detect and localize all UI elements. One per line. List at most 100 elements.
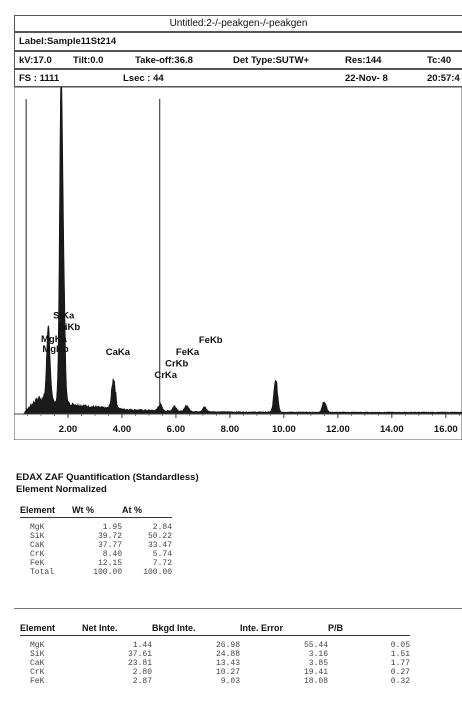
intensity-row: SiK 37.61 24.88 3.16 1.51 (20, 650, 410, 659)
peak-label: CrKb (165, 358, 188, 369)
intensity-cell: 0.32 (390, 676, 410, 686)
peak-label: MgKa (41, 334, 68, 345)
intensity-cell: 26.98 (215, 640, 240, 650)
section-divider (14, 608, 462, 609)
x-tick-label: 6.00 (167, 424, 186, 435)
intensity-row: MgK 1.44 26.98 55.44 0.05 (20, 641, 410, 650)
quant-row: CaK 37.77 33.47 (20, 541, 172, 550)
intensity-column-header: Element (20, 623, 82, 636)
quant-cell: SiK (30, 531, 45, 541)
sample-label: Label:Sample11St214 (19, 36, 117, 47)
quant-title: EDAX ZAF Quantification (Standardless) (16, 472, 199, 483)
quant-cell: CaK (30, 540, 45, 550)
quant-row: Total 100.00 100.00 (20, 568, 172, 577)
quant-subtitle: Element Normalized (16, 484, 107, 495)
intensity-cell: 0.27 (390, 667, 410, 677)
x-tick-label: 4.00 (113, 424, 132, 435)
intensity-cell: 1.44 (132, 640, 152, 650)
intensity-column-header: Bkgd Inte. (152, 623, 240, 636)
acquisition-date: 22-Nov- 8 (345, 73, 388, 84)
quant-cell: 37.77 (97, 540, 122, 550)
eds-spectrum-chart: 2.00 4.00 6.00 8.00 10.00 12.00 14.00 16.00 SiK… (14, 87, 462, 440)
quant-header-row: Element Wt % At % (20, 505, 172, 518)
intensity-row: FeK 2.87 9.03 18.08 0.32 (20, 677, 410, 686)
intensity-cell: SiK (30, 649, 45, 659)
intensity-cell: 1.77 (390, 658, 410, 668)
intensity-cell: 0.05 (390, 640, 410, 650)
intensity-cell: 23.81 (127, 658, 152, 668)
intensity-cell: FeK (30, 676, 45, 686)
acquisition-info-row: kV:17.0 Tilt:0.0 Take-off:36.8 Det Type:… (14, 51, 462, 69)
intensity-cell: CrK (30, 667, 45, 677)
takeoff-value: Take-off:36.8 (135, 55, 193, 66)
window-title-text: Untitled:2-/-peakgen-/-peakgen (169, 18, 308, 29)
intensity-row: CaK 23.81 13.43 3.85 1.77 (20, 659, 410, 668)
intensity-column-header: Net Inte. (82, 623, 152, 636)
x-tick-label: 14.00 (380, 424, 404, 435)
spectrum-trace (14, 87, 462, 415)
intensity-cell: 19.41 (303, 667, 328, 677)
quant-cell: 2.84 (152, 522, 172, 532)
quant-row: CrK 8.40 5.74 (20, 550, 172, 559)
intensity-cell: 1.51 (390, 649, 410, 659)
x-tick-label: 12.00 (326, 424, 350, 435)
window-title: Untitled:2-/-peakgen-/-peakgen (14, 15, 462, 32)
quant-column-header: At % (122, 505, 172, 518)
intensity-cell: 2.87 (132, 676, 152, 686)
quant-cell: 50.22 (147, 531, 172, 541)
peak-label: MgKb (42, 344, 69, 355)
x-tick-label: 8.00 (221, 424, 240, 435)
peak-label: FeKb (199, 335, 223, 346)
tilt-value: Tilt:0.0 (73, 55, 104, 66)
peak-label: FeKa (176, 347, 200, 358)
quant-row: MgK 1.95 2.84 (20, 523, 172, 532)
intensity-cell: 3.85 (308, 658, 328, 668)
intensity-table: Element Net Inte. Bkgd Inte. Inte. Error P/B… (20, 623, 410, 686)
intensity-header-row: Element Net Inte. Bkgd Inte. Inte. Error P/B (20, 623, 410, 636)
tc-value: Tc:40 (427, 55, 452, 66)
kv-value: kV:17.0 (19, 55, 52, 66)
quant-cell: FeK (30, 558, 45, 568)
quant-row: SiK 39.72 50.22 (20, 532, 172, 541)
full-scale-value: FS : 1111 (19, 73, 60, 84)
scale-info-row: FS : 1111 Lsec : 44 22-Nov- 8 20:57:4 (14, 69, 462, 87)
sample-label-row: Label:Sample11St214 (14, 32, 462, 51)
quant-cell: 8.40 (102, 549, 122, 559)
intensity-cell: 18.08 (303, 676, 328, 686)
acquisition-time: 20:57:4 (427, 73, 460, 84)
quant-cell: 7.72 (152, 558, 172, 568)
quant-table: Element Wt % At % MgK 1.95 2.84 SiK 39.72 50.22 C… (20, 505, 172, 577)
intensity-cell: 13.43 (215, 658, 240, 668)
live-seconds-value: Lsec : 44 (123, 73, 164, 84)
intensity-cell: 37.61 (127, 649, 152, 659)
peak-label: CaKa (106, 347, 131, 358)
det-type-value: Det Type:SUTW+ (233, 55, 310, 66)
intensity-cell: MgK (30, 640, 45, 650)
res-value: Res:144 (345, 55, 382, 66)
intensity-row: CrK 2.80 10.27 19.41 0.27 (20, 668, 410, 677)
x-tick-label: 2.00 (59, 424, 78, 435)
intensity-cell: 9.03 (220, 676, 240, 686)
intensity-cell: 55.44 (303, 640, 328, 650)
quant-cell: MgK (30, 522, 45, 532)
intensity-column-header: P/B (328, 623, 410, 636)
quant-column-header: Element (20, 505, 72, 518)
intensity-column-header: Inte. Error (240, 623, 328, 636)
quant-cell: 12.15 (97, 558, 122, 568)
quant-cell: 100.00 (93, 567, 122, 577)
peak-label: SiKa (53, 311, 75, 322)
peak-label: SiKb (59, 322, 81, 333)
chart-frame (14, 87, 462, 440)
intensity-cell: 3.16 (308, 649, 328, 659)
quant-cell: 5.74 (152, 549, 172, 559)
quant-cell: 39.72 (97, 531, 122, 541)
intensity-cell: 10.27 (215, 667, 240, 677)
quant-cell: 33.47 (147, 540, 172, 550)
intensity-cell: CaK (30, 658, 45, 668)
x-tick-label: 16.00 (434, 424, 458, 435)
intensity-cell: 24.88 (215, 649, 240, 659)
x-tick-label: 10.00 (272, 424, 296, 435)
quant-cell: 1.95 (102, 522, 122, 532)
quant-column-header: Wt % (72, 505, 122, 518)
peak-label: CrKa (154, 370, 177, 381)
